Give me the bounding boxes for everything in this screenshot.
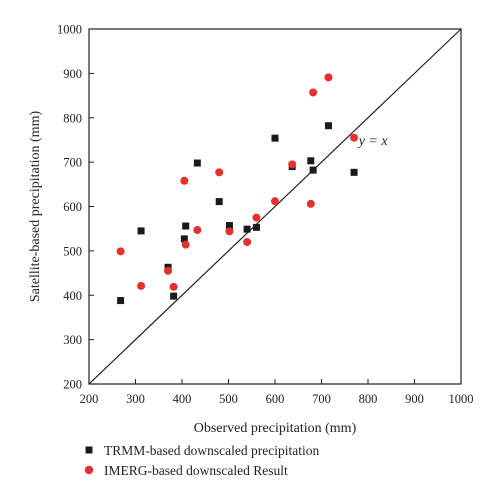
- data-point-imerg: [164, 266, 173, 275]
- x-tick-label: 800: [359, 392, 378, 406]
- data-point-trmm: [117, 297, 125, 305]
- data-point-imerg: [309, 88, 318, 97]
- reference-line-layer: [88, 28, 462, 385]
- data-point-trmm: [350, 168, 358, 176]
- x-tick-label: 400: [173, 392, 192, 406]
- x-tick-label: 300: [126, 392, 145, 406]
- x-tick-label: 1000: [449, 392, 474, 406]
- data-point-imerg: [225, 227, 234, 236]
- legend-label-imerg: IMERG-based downscaled Result: [104, 463, 288, 478]
- data-point-imerg: [181, 240, 190, 249]
- data-point-trmm: [307, 157, 315, 165]
- data-point-imerg: [137, 281, 146, 290]
- data-point-trmm: [243, 225, 251, 233]
- x-tick-label: 600: [266, 392, 285, 406]
- data-point-trmm: [271, 134, 279, 142]
- data-point-trmm: [309, 166, 317, 174]
- x-tick-label: 500: [219, 392, 238, 406]
- x-tick-label: 200: [80, 392, 99, 406]
- data-point-imerg: [288, 160, 297, 169]
- y-tick-label: 400: [63, 289, 82, 303]
- y-tick-label: 900: [63, 67, 82, 81]
- data-point-trmm: [180, 235, 188, 243]
- legend-marker-trmm: [85, 446, 93, 454]
- data-point-imerg: [271, 197, 279, 206]
- data-point-imerg: [215, 168, 224, 177]
- y-tick-label: 700: [63, 156, 82, 170]
- legend-marker-imerg: [84, 465, 94, 475]
- data-point-trmm: [182, 222, 190, 230]
- y-tick-label: 1000: [57, 23, 82, 37]
- y-tick-label: 200: [63, 378, 82, 392]
- y-axis-title: Satellite-based precipitation (mm): [28, 111, 43, 303]
- y-tick-label: 800: [63, 111, 82, 125]
- data-point-trmm: [252, 223, 260, 231]
- legend-label-trmm: TRMM-based downscaled precipitation: [104, 443, 319, 458]
- y-tick-label: 500: [63, 244, 82, 258]
- data-point-imerg: [324, 73, 333, 82]
- data-point-imerg: [116, 247, 125, 256]
- reference-line-label: y = x: [357, 134, 389, 149]
- data-point-imerg: [180, 176, 189, 185]
- y-tick-label: 600: [63, 200, 82, 214]
- legend: TRMM-based downscaled precipitation IMER…: [84, 443, 319, 478]
- data-point-trmm: [170, 292, 178, 300]
- data-point-imerg: [193, 226, 202, 235]
- data-point-trmm: [225, 222, 233, 230]
- y-equals-x-line: [88, 28, 462, 385]
- x-tick-label: 900: [405, 392, 424, 406]
- data-point-imerg: [252, 213, 261, 222]
- data-point-imerg: [169, 282, 178, 291]
- y-tick-label: 300: [63, 333, 82, 347]
- data-point-trmm: [137, 227, 145, 235]
- data-point-trmm: [193, 159, 201, 167]
- x-tick-label: 700: [312, 392, 331, 406]
- x-axis-title: Observed precipitation (mm): [194, 421, 357, 436]
- points-layer: [116, 73, 359, 305]
- data-point-trmm: [215, 198, 223, 206]
- data-point-imerg: [306, 199, 315, 208]
- data-point-trmm: [324, 122, 332, 130]
- data-point-imerg: [243, 238, 252, 246]
- ticks-layer: 200 300 400 500 600 700 800 900 1000 200 300 400 500…: [57, 23, 474, 407]
- data-point-imerg: [350, 133, 359, 142]
